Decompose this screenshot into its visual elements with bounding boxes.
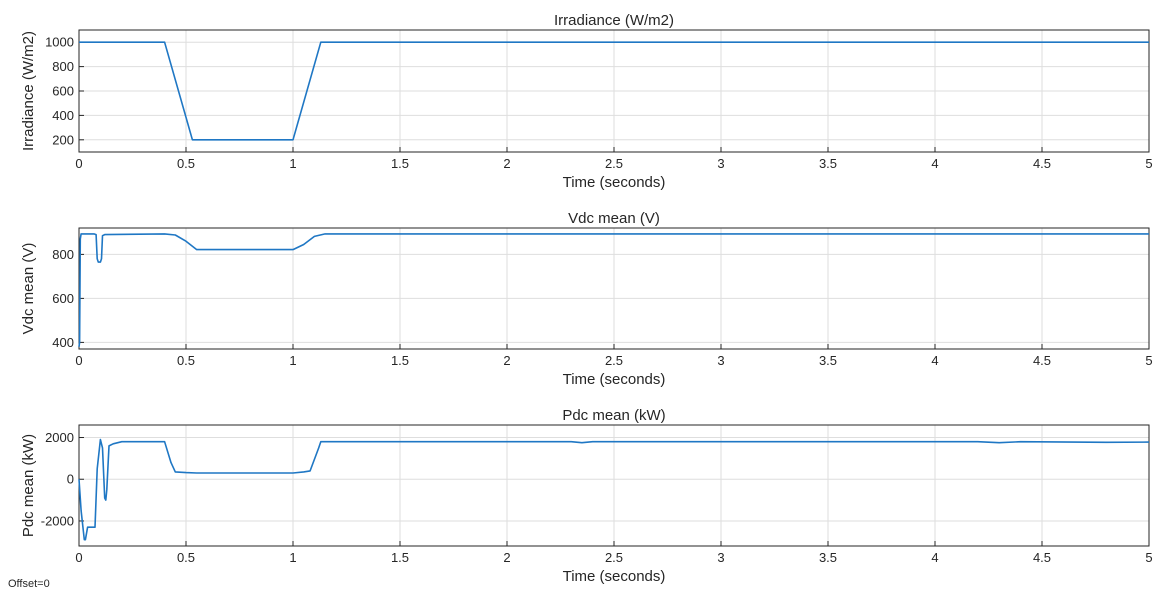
x-tick-label: 3: [717, 353, 724, 368]
x-tick-label: 3.5: [819, 353, 837, 368]
series-line: [78, 233, 1149, 347]
chart-title: Pdc mean (kW): [562, 407, 665, 424]
y-tick-label: 1000: [45, 35, 74, 50]
y-tick-label: 0: [67, 472, 74, 487]
y-axis-label: Pdc mean (kW): [20, 434, 37, 537]
x-tick-label: 4: [931, 156, 938, 171]
chart-title: Irradiance (W/m2): [554, 12, 674, 29]
y-tick-label: -2000: [41, 513, 74, 528]
x-tick-label: 0: [75, 353, 82, 368]
offset-label: Offset=0: [8, 578, 50, 590]
x-tick-label: 0.5: [177, 353, 195, 368]
x-tick-label: 3.5: [819, 156, 837, 171]
y-tick-label: 400: [52, 335, 74, 350]
y-tick-label: 2000: [45, 430, 74, 445]
x-tick-label: 4.5: [1033, 353, 1051, 368]
x-tick-label: 3: [717, 156, 724, 171]
chart-title: Vdc mean (V): [568, 210, 660, 227]
plot-frame: [78, 227, 1150, 350]
x-tick-label: 4: [931, 353, 938, 368]
series-line: [79, 41, 1149, 141]
y-tick-label: 400: [52, 108, 74, 123]
x-tick-label: 2.5: [605, 156, 623, 171]
x-tick-label: 0: [75, 550, 82, 565]
x-tick-label: 3: [717, 550, 724, 565]
plot-frame: [78, 29, 1150, 153]
x-tick-label: 1: [289, 156, 296, 171]
x-tick-label: 5: [1145, 353, 1152, 368]
y-axis-label: Vdc mean (V): [20, 243, 37, 335]
x-tick-label: 1.5: [391, 156, 409, 171]
series-line: [78, 438, 1150, 541]
x-tick-label: 0.5: [177, 550, 195, 565]
x-tick-label: 2: [503, 550, 510, 565]
x-tick-label: 4.5: [1033, 156, 1051, 171]
x-tick-label: 5: [1145, 156, 1152, 171]
x-tick-label: 1: [289, 353, 296, 368]
x-tick-label: 2: [503, 156, 510, 171]
y-tick-label: 200: [52, 132, 74, 147]
x-tick-label: 5: [1145, 550, 1152, 565]
y-tick-label: 600: [52, 84, 74, 99]
y-tick-label: 800: [52, 247, 74, 262]
y-tick-label: 800: [52, 59, 74, 74]
x-tick-label: 1: [289, 550, 296, 565]
x-axis-label: Time (seconds): [563, 568, 666, 585]
x-tick-label: 2: [503, 353, 510, 368]
x-tick-label: 2.5: [605, 550, 623, 565]
x-tick-label: 4.5: [1033, 550, 1051, 565]
y-axis-label: Irradiance (W/m2): [20, 31, 37, 151]
x-tick-label: 1.5: [391, 353, 409, 368]
x-tick-label: 3.5: [819, 550, 837, 565]
x-tick-label: 2.5: [605, 353, 623, 368]
x-tick-label: 0: [75, 156, 82, 171]
x-tick-label: 1.5: [391, 550, 409, 565]
x-tick-label: 4: [931, 550, 938, 565]
y-tick-label: 600: [52, 291, 74, 306]
x-tick-label: 0.5: [177, 156, 195, 171]
x-axis-label: Time (seconds): [563, 174, 666, 191]
x-axis-label: Time (seconds): [563, 371, 666, 388]
